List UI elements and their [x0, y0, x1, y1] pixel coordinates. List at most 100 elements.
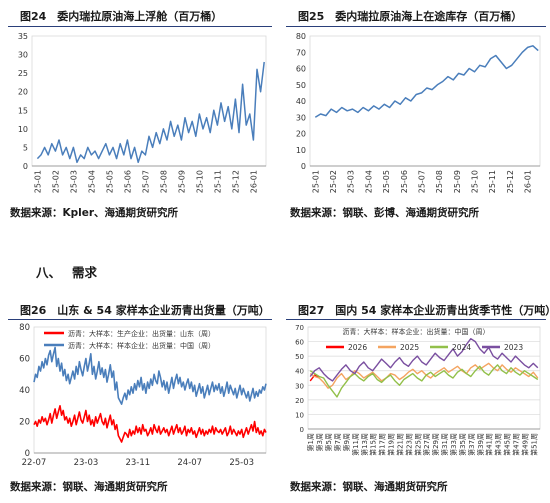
- y-tick-label: 30: [18, 51, 28, 60]
- y-tick-label: 0: [300, 426, 304, 434]
- x-tick-label: 25-02: [329, 170, 338, 193]
- fig26-title-rule: [8, 319, 272, 320]
- x-tick-label: 25-06: [400, 170, 409, 193]
- x-tick-label: 第7周: [333, 433, 342, 451]
- y-tick-label: 40: [296, 97, 306, 106]
- fig24-title: 图24 委内瑞拉原油海上浮舱（百万桶）: [20, 10, 223, 23]
- series-line-0: [314, 45, 539, 118]
- y-tick-label: 15: [18, 106, 28, 115]
- x-tick-label: 24-07: [177, 458, 202, 468]
- x-tick-label: 25-04: [364, 170, 373, 193]
- y-tick-label: 60: [296, 65, 306, 74]
- x-tick-label: 25-02: [51, 170, 60, 193]
- x-tick-label: 25-05: [382, 170, 391, 193]
- x-tick-label: 25-10: [195, 170, 204, 193]
- fig25-title: 图25 委内瑞拉原油海上在途库存（百万桶）: [298, 10, 523, 23]
- y-tick-label: 80: [296, 32, 306, 41]
- series-line-2024: [309, 364, 539, 398]
- x-tick-label: 第29周: [431, 433, 440, 456]
- x-tick-label: 第9周: [342, 433, 351, 451]
- x-tick-label: 第27周: [422, 433, 431, 456]
- x-tick-label: 26-01: [249, 170, 258, 193]
- x-tick-label: 25-07: [417, 170, 426, 193]
- y-tick-label: 50: [296, 81, 306, 90]
- fig26-title: 图26 山东 & 54 家样本企业沥青出货量（万吨）: [20, 304, 270, 317]
- fig24-chart: 0 5 10 15 20 25 30 35 25-01 25-02 25-03 25-04 25-05 2…: [18, 32, 267, 193]
- x-tick-label: 第23周: [404, 433, 413, 456]
- y-tick-label: 0: [301, 162, 306, 171]
- fig25-title-rule: [286, 26, 546, 27]
- x-tick-label: 25-03: [229, 458, 254, 468]
- y-tick-label: 60: [295, 339, 304, 347]
- y-tick-label: 25: [18, 69, 28, 78]
- fig27-title-rule: [286, 319, 546, 320]
- x-tick-label: 25-03: [347, 170, 356, 193]
- series-line-沥青：大样本：样本企业：出货量：中国（周）: [33, 346, 267, 405]
- y-tick-label: 50: [295, 353, 304, 361]
- x-tick-label: 第5周: [324, 433, 333, 451]
- x-tick-label: 25-08: [159, 170, 168, 193]
- x-tick-label: 第51周: [529, 433, 538, 456]
- y-tick-label: 30: [296, 113, 306, 122]
- x-tick-label: 25-03: [69, 170, 78, 193]
- y-tick-label: 0: [23, 162, 28, 171]
- plot-area: [31, 35, 267, 167]
- x-tick-label: 25-04: [87, 170, 96, 193]
- x-tick-label: 25-01: [33, 170, 42, 193]
- legend-label: 2023: [504, 343, 523, 352]
- y-tick-label: 40: [295, 368, 304, 376]
- fig27-title: 图27 国内 54 家样本企业沥青出货季节性（万吨）: [298, 304, 550, 317]
- y-tick-label: 5: [23, 143, 28, 152]
- y-tick-label: 20: [295, 397, 304, 405]
- x-tick-label: 第49周: [520, 433, 529, 456]
- x-tick-label: 第17周: [378, 433, 387, 456]
- y-tick-label: 20: [296, 130, 306, 139]
- legend-label: 沥青：大样本：生产企业：出货量：山东（周）: [68, 329, 215, 338]
- x-tick-label: 第21周: [395, 433, 404, 456]
- x-tick-label: 第39周: [476, 433, 485, 456]
- x-tick-label: 第41周: [485, 433, 494, 456]
- legend-title: 沥青：大样本：样本企业：出货量：中国（周）: [343, 327, 490, 336]
- x-tick-label: 第19周: [387, 433, 396, 456]
- y-tick-label: 10: [296, 146, 306, 155]
- x-tick-label: 23-03: [74, 458, 99, 468]
- section-number: 八、: [36, 265, 62, 280]
- fig26-source: 数据来源：钢联、海通期货研究所: [10, 481, 168, 493]
- y-tick-label: 40: [19, 386, 30, 396]
- x-tick-label: 第37周: [467, 433, 476, 456]
- x-tick-label: 第25周: [413, 433, 422, 456]
- y-tick-label: 10: [295, 411, 304, 419]
- x-tick-label: 第1周: [306, 433, 315, 451]
- fig24-title-rule: [8, 26, 272, 27]
- series-line-0: [36, 61, 265, 164]
- y-tick-label: 70: [296, 48, 306, 57]
- y-tick-label: 35: [18, 32, 28, 41]
- x-tick-label: 25-05: [105, 170, 114, 193]
- legend-label: 2024: [452, 343, 471, 352]
- plot-area: [309, 35, 541, 167]
- x-tick-label: 25-07: [141, 170, 150, 193]
- y-tick-label: 30: [295, 382, 304, 390]
- section-title: 需求: [72, 265, 98, 280]
- x-tick-label: 25-12: [231, 170, 240, 193]
- x-tick-label: 第47周: [511, 433, 520, 456]
- x-tick-label: 25-11: [488, 170, 497, 193]
- x-tick-label: 第15周: [369, 433, 378, 456]
- x-tick-label: 25-10: [471, 170, 480, 193]
- fig24-source: 数据来源：Kpler、海通期货研究所: [10, 207, 179, 219]
- x-tick-label: 25-09: [177, 170, 186, 193]
- fig25-chart: 0 10 20 30 40 50 60 70 80 25-01 25-02 25-03 25-04 25-…: [296, 32, 541, 193]
- y-tick-label: 70: [295, 324, 304, 332]
- fig26-chart: 0 20 40 60 80 22-07 23-03 23-11 24-07 25-03 沥青：大样本…: [19, 323, 267, 468]
- y-tick-label: 20: [19, 418, 30, 428]
- x-tick-label: 25-11: [213, 170, 222, 193]
- series-line-沥青：大样本：生产企业：出货量：山东（周）: [33, 405, 267, 443]
- x-tick-label: 23-11: [125, 458, 150, 468]
- x-tick-label: 25-01: [311, 170, 320, 193]
- x-tick-label: 第3周: [315, 433, 324, 451]
- x-tick-label: 25-09: [453, 170, 462, 193]
- fig27-source: 数据来源：钢联、海通期货研究所: [290, 481, 448, 493]
- fig25-source: 数据来源：钢联、彭博、海通期货研究所: [290, 207, 479, 219]
- y-tick-label: 60: [19, 355, 30, 365]
